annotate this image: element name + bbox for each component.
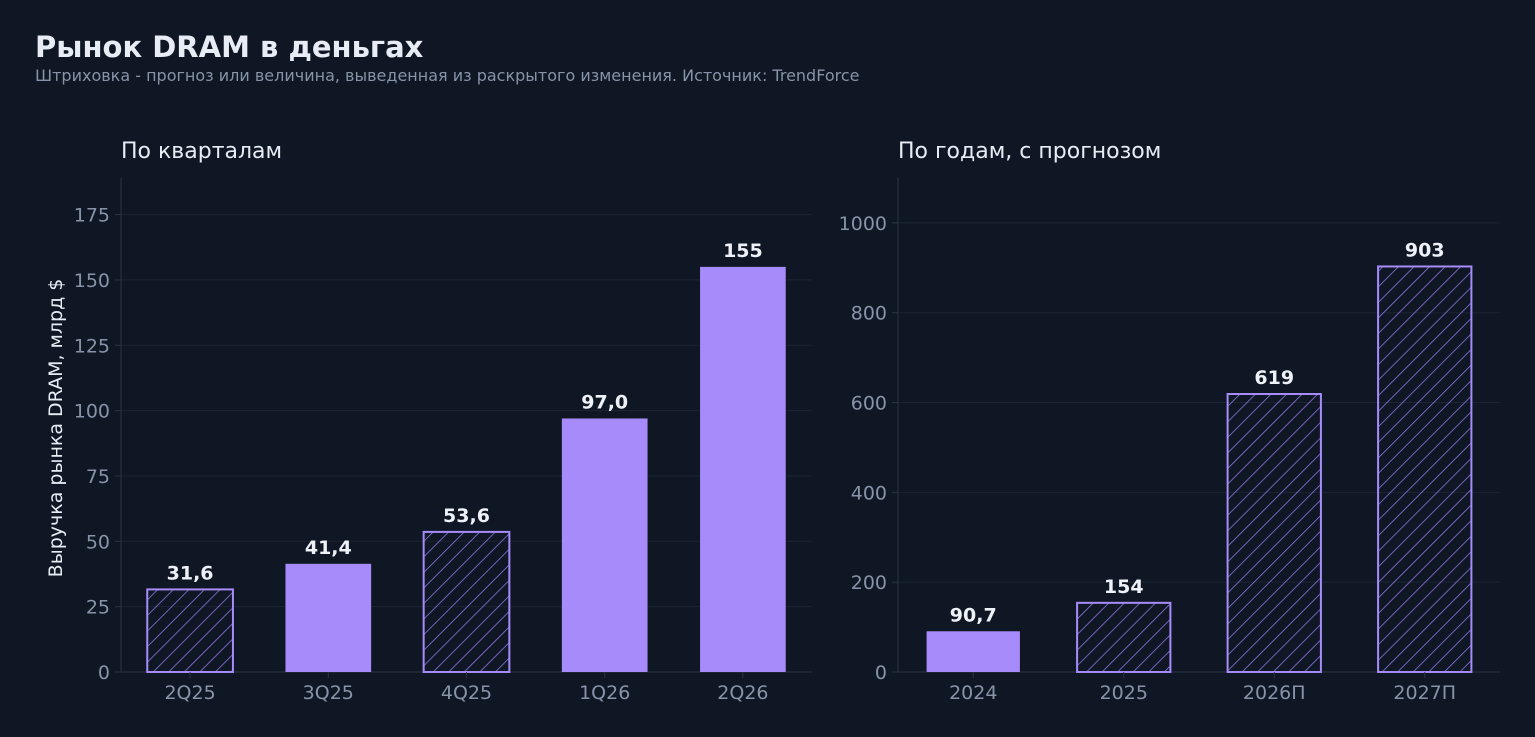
yearly-ytick-label: 0 [875, 662, 887, 684]
yearly-bar-2027п [1377, 265, 1473, 673]
yearly-ytick-label: 400 [851, 482, 887, 504]
yearly-bar-2024 [926, 631, 1020, 672]
quarterly-xtick-label: 2Q25 [164, 682, 215, 704]
quarterly-bar-2q25 [146, 588, 234, 673]
quarterly-value-label: 155 [723, 240, 763, 262]
quarterly-value-label: 97,0 [581, 391, 628, 413]
yearly-value-label: 619 [1254, 367, 1294, 389]
quarterly-ytick-label: 100 [74, 401, 110, 423]
yearly-ytick-label: 1000 [839, 213, 887, 235]
quarterly-xtick-label: 3Q25 [303, 682, 354, 704]
quarterly-value-label: 53,6 [443, 505, 490, 527]
yearly-chart: 0 200 400 600 800 1000 90,7 2024 154 2025 619 2026П… [839, 139, 1500, 704]
quarterly-value-label: 31,6 [167, 562, 214, 584]
yearly-xtick-label: 2024 [949, 682, 997, 704]
yearly-xtick-label: 2025 [1100, 682, 1148, 704]
quarterly-y-axis-label: Выручка рынка DRAM, млрд $ [45, 279, 67, 578]
quarterly-bar-3q25 [285, 563, 372, 672]
yearly-xtick-label: 2026П [1243, 682, 1306, 704]
quarterly-xtick-label: 4Q25 [441, 682, 492, 704]
quarterly-ytick-label: 50 [86, 531, 110, 553]
quarterly-value-label: 41,4 [305, 537, 352, 559]
quarterly-bar-1q26 [561, 418, 648, 672]
quarterly-xtick-label: 2Q26 [717, 682, 768, 704]
quarterly-ytick-label: 175 [74, 205, 110, 227]
yearly-value-label: 90,7 [950, 604, 997, 626]
yearly-ytick-label: 200 [851, 572, 887, 594]
page-title: Рынок DRAM в деньгах [35, 30, 424, 64]
quarterly-ytick-label: 125 [74, 335, 110, 357]
quarterly-chart: 0 25 50 75 100 125 150 175 31,6 2Q25 41,4 3Q25 53,6 4… [45, 139, 812, 704]
quarterly-bar-4q25 [422, 530, 511, 673]
quarterly-bar-2q26 [700, 266, 786, 672]
quarterly-ytick-label: 25 [86, 597, 110, 619]
yearly-value-label: 154 [1104, 576, 1144, 598]
yearly-panel-title: По годам, с прогнозом [898, 139, 1161, 164]
quarterly-panel-title: По кварталам [121, 139, 282, 164]
quarterly-xtick-label: 1Q26 [579, 682, 630, 704]
yearly-value-label: 903 [1405, 239, 1445, 261]
yearly-bar-2026п [1226, 393, 1322, 673]
yearly-ytick-label: 800 [851, 303, 887, 325]
quarterly-ytick-label: 0 [98, 662, 110, 684]
yearly-ytick-label: 600 [851, 393, 887, 415]
page-subtitle: Штриховка - прогноз или величина, выведе… [35, 66, 860, 85]
yearly-xtick-label: 2027П [1393, 682, 1456, 704]
yearly-bar-2025 [1076, 601, 1172, 674]
quarterly-ytick-label: 75 [86, 466, 110, 488]
quarterly-ytick-label: 150 [74, 270, 110, 292]
